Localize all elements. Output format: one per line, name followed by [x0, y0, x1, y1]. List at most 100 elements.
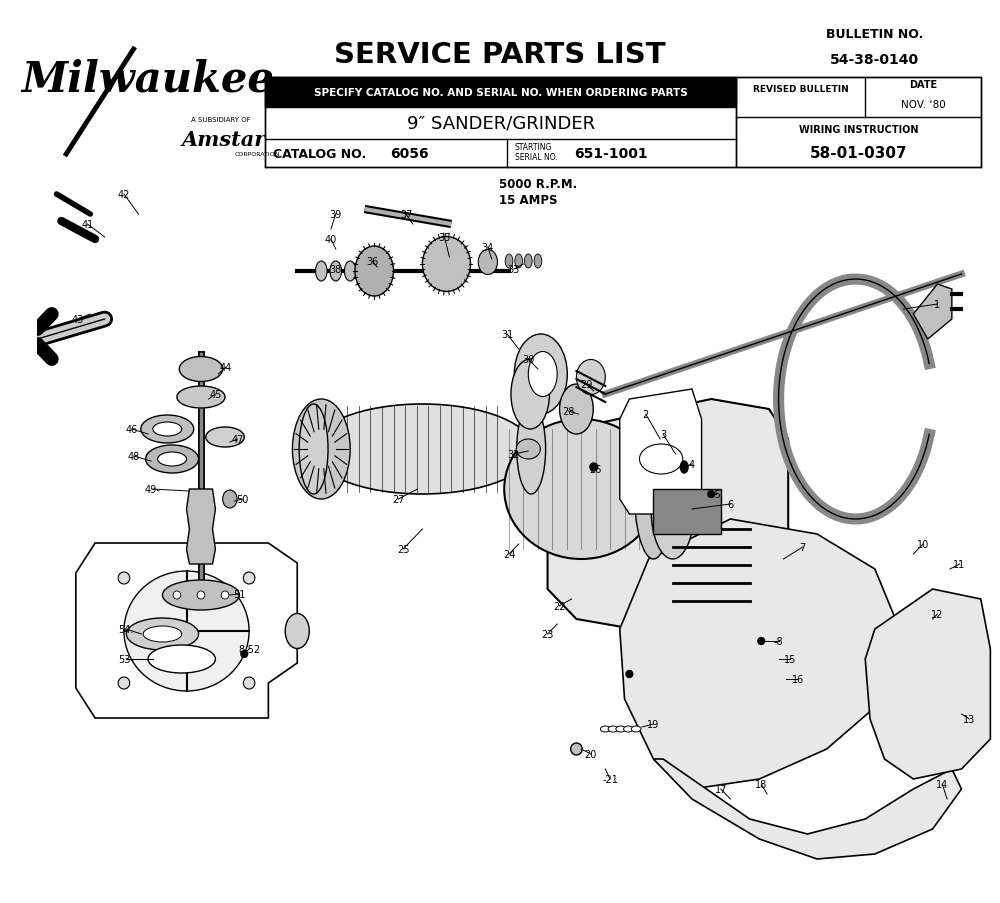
Ellipse shape: [528, 352, 557, 397]
Text: 14: 14: [936, 779, 948, 789]
Ellipse shape: [478, 250, 497, 275]
Text: 41: 41: [81, 219, 93, 229]
Ellipse shape: [514, 335, 567, 414]
Ellipse shape: [316, 262, 327, 282]
Text: 22: 22: [553, 601, 565, 611]
Ellipse shape: [241, 651, 248, 657]
Text: WIRING INSTRUCTION: WIRING INSTRUCTION: [799, 125, 918, 135]
Ellipse shape: [148, 646, 215, 674]
Text: 9: 9: [626, 669, 632, 679]
Text: 18: 18: [755, 779, 767, 789]
Text: 32: 32: [508, 450, 520, 460]
Ellipse shape: [292, 399, 350, 499]
Text: SERIAL NO.: SERIAL NO.: [515, 154, 558, 163]
Ellipse shape: [118, 573, 130, 584]
Text: 20: 20: [585, 749, 597, 759]
Ellipse shape: [330, 262, 342, 282]
Polygon shape: [913, 284, 952, 340]
Polygon shape: [865, 590, 990, 779]
Ellipse shape: [534, 255, 542, 269]
Ellipse shape: [243, 677, 255, 689]
Text: CORPORATION: CORPORATION: [235, 153, 280, 157]
Text: 7: 7: [800, 543, 806, 553]
Text: BULLETIN NO.: BULLETIN NO.: [826, 29, 924, 42]
Text: 30: 30: [522, 355, 534, 365]
Ellipse shape: [651, 460, 694, 559]
Ellipse shape: [162, 581, 239, 610]
Ellipse shape: [758, 638, 765, 645]
Text: 31: 31: [501, 330, 513, 340]
Text: REVISED BULLETIN: REVISED BULLETIN: [753, 86, 849, 95]
Ellipse shape: [285, 614, 309, 648]
Ellipse shape: [608, 726, 618, 732]
Ellipse shape: [639, 444, 683, 474]
Text: 23: 23: [541, 629, 554, 639]
Text: 11: 11: [953, 559, 966, 570]
Text: 2: 2: [643, 410, 649, 420]
Text: 51: 51: [233, 590, 246, 600]
Text: 15: 15: [784, 655, 796, 665]
Text: 10: 10: [917, 539, 929, 549]
Ellipse shape: [422, 237, 471, 293]
Polygon shape: [620, 519, 904, 789]
Text: 27: 27: [392, 495, 405, 505]
Text: 34: 34: [482, 243, 494, 253]
Ellipse shape: [576, 360, 605, 396]
Text: 1: 1: [934, 300, 940, 310]
Ellipse shape: [243, 573, 255, 584]
Text: Milwaukee: Milwaukee: [22, 59, 274, 101]
Text: 43: 43: [72, 314, 84, 325]
Text: 33: 33: [508, 265, 520, 275]
Text: 19: 19: [647, 719, 660, 730]
Polygon shape: [653, 759, 961, 859]
Text: 9″ SANDER/GRINDER: 9″ SANDER/GRINDER: [407, 115, 595, 133]
Ellipse shape: [631, 726, 641, 732]
Text: -8: -8: [774, 637, 783, 647]
Text: 26: 26: [589, 464, 602, 474]
Ellipse shape: [206, 427, 244, 448]
Text: 44: 44: [220, 363, 232, 373]
Text: 42: 42: [118, 190, 130, 200]
Text: 35: 35: [438, 233, 451, 243]
Ellipse shape: [504, 420, 658, 559]
Ellipse shape: [221, 591, 229, 600]
Ellipse shape: [126, 619, 199, 650]
Polygon shape: [76, 544, 297, 718]
Text: 8-52: 8-52: [238, 644, 260, 655]
Ellipse shape: [600, 726, 610, 732]
Text: 12: 12: [931, 610, 944, 619]
Text: 6: 6: [727, 499, 734, 509]
Text: 40: 40: [325, 235, 337, 245]
Polygon shape: [620, 389, 702, 515]
Text: 49-: 49-: [145, 485, 161, 495]
Ellipse shape: [177, 386, 225, 408]
Text: 15 AMPS: 15 AMPS: [499, 193, 558, 206]
Text: 36: 36: [366, 256, 378, 266]
Text: 17: 17: [715, 784, 727, 794]
Text: 38: 38: [330, 265, 342, 275]
Ellipse shape: [515, 255, 523, 269]
Ellipse shape: [223, 490, 237, 508]
Ellipse shape: [344, 262, 356, 282]
Ellipse shape: [634, 420, 673, 559]
Text: -21: -21: [602, 774, 618, 784]
Ellipse shape: [299, 405, 328, 495]
Ellipse shape: [626, 671, 633, 678]
Ellipse shape: [153, 423, 182, 436]
Ellipse shape: [680, 461, 688, 473]
Text: 3: 3: [660, 430, 666, 440]
Text: 37: 37: [400, 209, 412, 219]
Text: 50: 50: [236, 495, 249, 505]
Ellipse shape: [560, 385, 593, 434]
Ellipse shape: [312, 405, 533, 495]
Ellipse shape: [173, 591, 181, 600]
Ellipse shape: [141, 415, 194, 443]
Text: 46: 46: [126, 424, 138, 434]
Ellipse shape: [143, 627, 182, 642]
Text: DATE: DATE: [909, 79, 937, 90]
Text: 5000 R.P.M.: 5000 R.P.M.: [499, 178, 578, 191]
Ellipse shape: [355, 247, 394, 297]
Text: A SUBSIDIARY OF: A SUBSIDIARY OF: [191, 116, 251, 123]
Ellipse shape: [505, 255, 513, 269]
Text: SERVICE PARTS LIST: SERVICE PARTS LIST: [334, 41, 665, 69]
